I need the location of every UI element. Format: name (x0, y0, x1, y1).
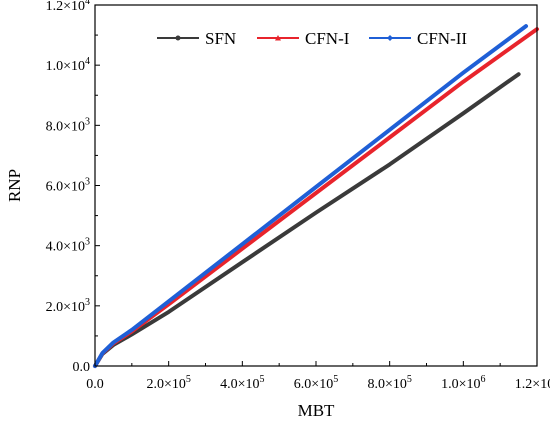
x-tick-label: 4.0×105 (220, 374, 264, 392)
y-tick-label: 0.0 (73, 360, 91, 375)
x-axis-ticks: 0.0 2.0×105 4.0×105 6.0×105 8.0×105 1.0×106 1.… (86, 361, 550, 392)
legend-label-sfn: SFN (205, 29, 236, 48)
x-tick-label: 8.0×105 (367, 374, 411, 392)
x-tick-label: 6.0×105 (294, 374, 338, 392)
plot-series-group (93, 24, 539, 368)
y-axis-title: RNP (5, 169, 24, 202)
legend-marker-triangle (275, 35, 281, 41)
series-line-sfn (93, 72, 521, 368)
y-tick-label: 2.0×103 (46, 297, 90, 315)
y-axis-ticks: 0.0 2.0×103 4.0×103 6.0×103 8.0×103 1.0×104 1.… (46, 0, 100, 375)
legend-label-cfn-ii: CFN-II (417, 29, 467, 48)
x-tick-label: 2.0×105 (146, 374, 190, 392)
y-tick-label: 8.0×103 (46, 116, 90, 134)
x-tick-label: 1.2×106 (515, 374, 550, 392)
y-tick-label: 1.2×104 (46, 0, 90, 14)
y-tick-label: 4.0×103 (46, 237, 90, 255)
legend: SFN CFN-I CFN-II (157, 29, 467, 48)
x-tick-label: 0.0 (86, 377, 104, 392)
legend-marker-diamond (387, 35, 393, 41)
legend-marker-circle (175, 35, 181, 41)
x-tick-label: 1.0×106 (441, 374, 485, 392)
y-tick-label: 6.0×103 (46, 177, 90, 195)
x-axis-title: MBT (298, 401, 335, 420)
y-tick-label: 1.0×104 (46, 56, 90, 74)
legend-label-cfn-i: CFN-I (305, 29, 350, 48)
series-line-cfn-ii (93, 24, 528, 368)
